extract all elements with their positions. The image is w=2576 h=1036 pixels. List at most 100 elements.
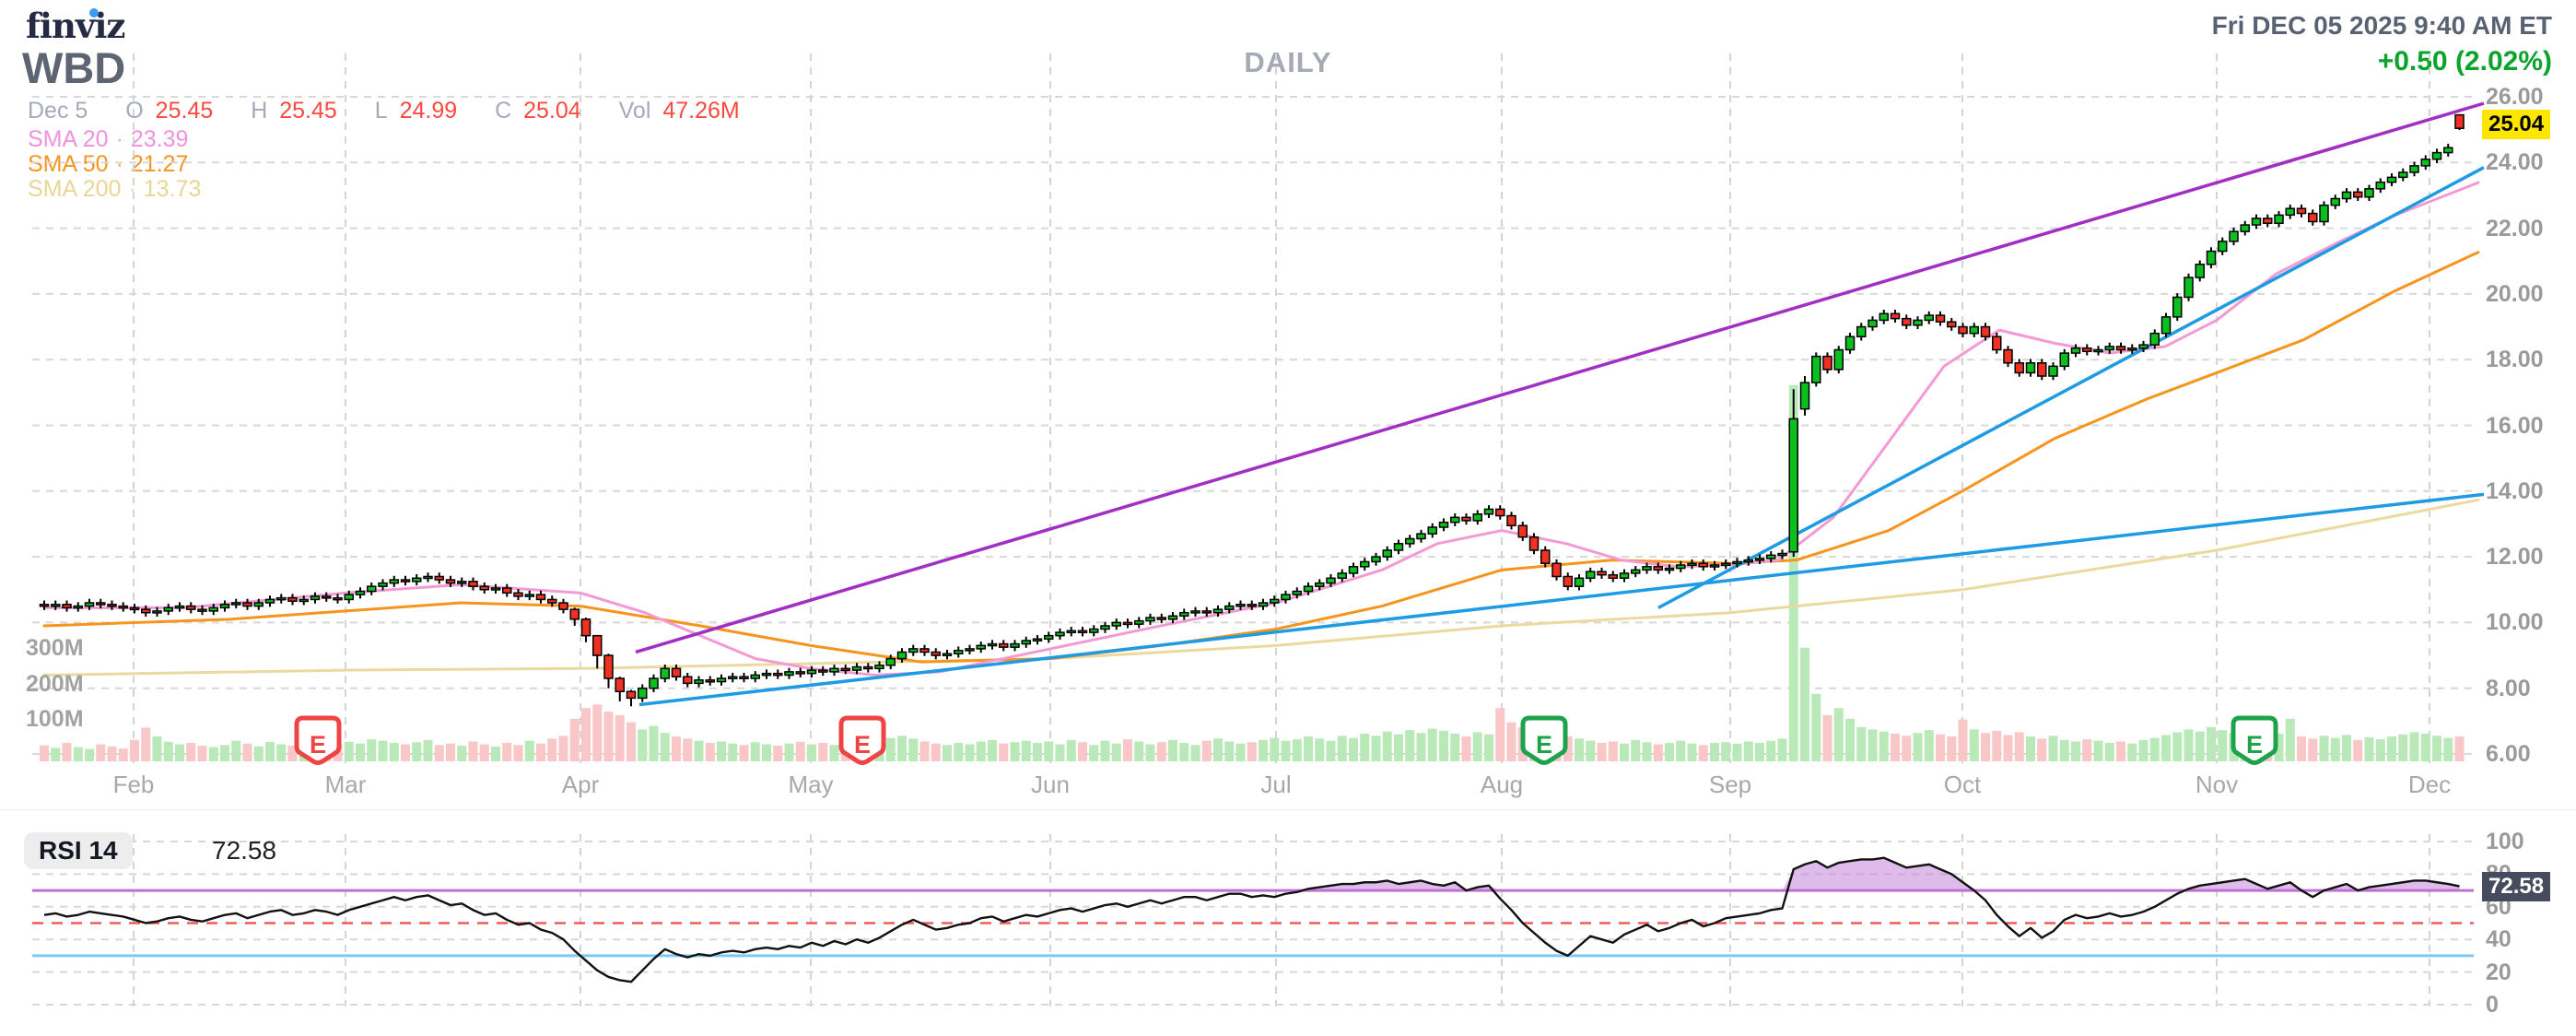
candle-up [2048, 365, 2058, 377]
candle-up [806, 669, 817, 675]
sma50-separator: · [115, 151, 123, 177]
candle-up [344, 594, 354, 601]
candle-down [2003, 348, 2013, 364]
volume-bar [908, 738, 919, 761]
volume-bar [1123, 739, 1132, 761]
volume-value: 47.26M [662, 98, 740, 124]
candle-up [253, 602, 263, 607]
volume-bar [423, 739, 433, 761]
candle-up [2229, 230, 2239, 242]
volume-bar [2409, 732, 2419, 761]
earnings-badge [838, 715, 886, 765]
volume-bar [2330, 737, 2340, 761]
rsi-indicator-label[interactable]: RSI 14 [24, 832, 133, 869]
volume-bar [1800, 647, 1809, 761]
volume-bar [1947, 736, 1957, 761]
candle-down [2037, 362, 2047, 377]
earnings-badge [2231, 715, 2278, 765]
volume-bar [818, 742, 828, 761]
candle-up [1337, 572, 1347, 580]
sma20-value: 23.39 [130, 126, 189, 152]
month-axis-label: Dec [2407, 771, 2452, 798]
candle-up [1089, 628, 1099, 633]
volume-bar [2138, 739, 2149, 761]
candle-down [1890, 312, 1901, 320]
candle-up [784, 671, 794, 677]
volume-bar [1326, 740, 1336, 761]
candle-up [2364, 188, 2374, 198]
candle-down [2115, 346, 2126, 351]
volume-bar [784, 743, 794, 761]
price-axis-label: 24.00 [2486, 149, 2544, 176]
price-axis-label: 14.00 [2486, 477, 2544, 504]
candle-up [2420, 158, 2430, 167]
volume-bar [401, 744, 410, 761]
volume-bar [2364, 736, 2374, 761]
candle-up [219, 604, 230, 609]
candle-up [2127, 347, 2137, 351]
volume-bar [2454, 736, 2465, 761]
candle-up [1844, 336, 1856, 351]
last-price-badge: 25.04 [2482, 110, 2551, 139]
month-axis-label: Jul [1260, 771, 1292, 798]
candle-up [1969, 325, 1979, 335]
candle-up [1032, 638, 1043, 642]
candle-down [434, 575, 444, 581]
finviz-logo[interactable]: finviz [26, 6, 125, 46]
candle-down [1653, 566, 1663, 571]
volume-bar [1461, 736, 1471, 761]
candle-down [129, 606, 140, 611]
candle-down [96, 602, 106, 606]
volume-bar [2195, 731, 2205, 761]
rsi-pane [32, 856, 2474, 983]
volume-bar [389, 742, 399, 761]
volume-bar [253, 746, 263, 761]
volume-bar [130, 739, 139, 761]
volume-bar [51, 748, 61, 761]
volume-bar [276, 744, 287, 761]
volume-bar [1405, 730, 1415, 761]
volume-bar [1484, 734, 1493, 761]
volume-bar [1608, 741, 1618, 761]
candle-up [264, 598, 275, 604]
volume-bar [1811, 693, 1821, 761]
volume-bar [683, 738, 693, 761]
volume-bar [502, 742, 512, 761]
candle-up [1044, 634, 1054, 640]
volume-bar [287, 746, 298, 761]
candle-down [1551, 562, 1562, 578]
candle-up [1450, 516, 1460, 524]
candle-up [965, 648, 975, 652]
candle-up [2160, 316, 2172, 335]
candle-down [513, 592, 523, 597]
price-axis-label: 20.00 [2486, 280, 2544, 307]
volume-bar [344, 741, 354, 761]
volume-bar [186, 742, 196, 761]
volume-bar [1224, 741, 1235, 761]
candle-up [208, 606, 218, 612]
candle-up [2375, 181, 2385, 190]
high-label: H [251, 98, 268, 124]
volume-bar [536, 743, 545, 761]
candle-up [1393, 543, 1404, 551]
month-axis-label: Mar [324, 771, 367, 798]
volume-bar [592, 704, 603, 761]
gridlines [32, 53, 2474, 1007]
volume-bar [1924, 730, 1934, 761]
volume-bar [558, 736, 568, 761]
sma20-label: SMA 20 [28, 126, 109, 152]
volume-bar [2026, 736, 2035, 761]
volume-bar [513, 745, 523, 761]
candle-up [638, 687, 648, 700]
volume-bar [1472, 732, 1482, 761]
candle-up [2443, 147, 2453, 154]
low-value: 24.99 [399, 98, 458, 124]
volume-bar [85, 748, 94, 761]
candle-down [1992, 336, 2002, 351]
candle-down [1980, 325, 1991, 337]
volume-bar [795, 741, 805, 761]
candle-up [1258, 602, 1269, 607]
candle-down [739, 676, 749, 679]
candle-up [2093, 348, 2103, 353]
